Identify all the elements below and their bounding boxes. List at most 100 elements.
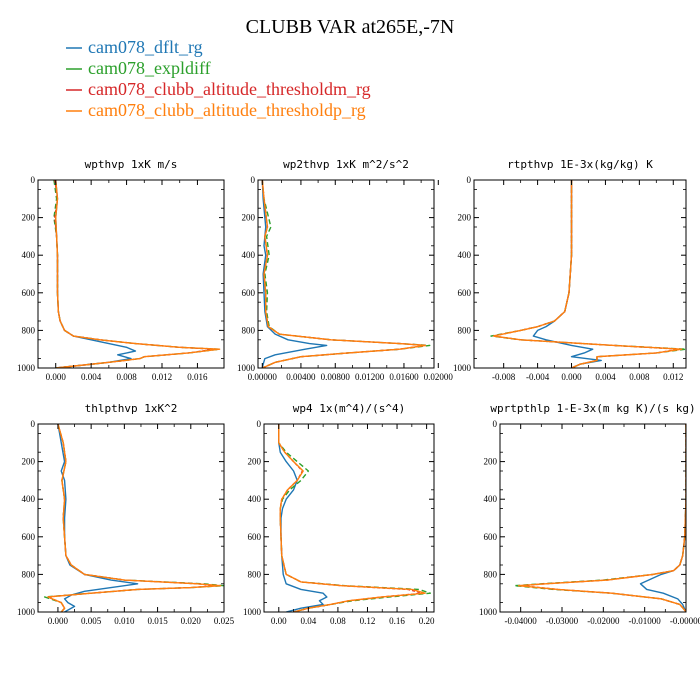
panel-5: wp4 1x(m^4)/(s^4) 0 200 400 600 800 1000 0.00 0.… [243, 402, 435, 626]
y-tick-label: 400 [248, 494, 262, 504]
x-tick-label: 0.025 [214, 616, 235, 626]
panel-title: wpthvp 1xK m/s [85, 158, 178, 171]
panel-3: rtpthvp 1E-3x(kg/kg) K 0 200 400 600 800 1000 -… [453, 158, 687, 382]
plot-frame [37, 423, 225, 613]
y-tick-label: 0 [467, 175, 472, 185]
figure-title: CLUBB VAR at265E,-7N [246, 16, 455, 38]
x-tick-label: 0.20 [419, 616, 435, 626]
x-tick-label: 0.16 [389, 616, 405, 626]
series-line-4 [517, 424, 686, 612]
legend-label: cam078_clubb_altitude_thresholdp_rg [88, 100, 366, 120]
series-line-4 [278, 424, 426, 612]
y-tick-label: 800 [248, 569, 262, 579]
x-tick-label: 0.00000 [248, 372, 278, 382]
x-tick-label: -0.00000 [670, 616, 700, 626]
y-tick-label: 0 [493, 419, 498, 429]
legend-item: cam078_dflt_rg [66, 37, 203, 57]
y-tick-label: 1000 [17, 363, 36, 373]
plot-frame [473, 179, 687, 369]
plot-frame [37, 179, 225, 369]
y-tick-label: 400 [484, 494, 498, 504]
plot-frame [257, 179, 435, 369]
y-tick-label: 800 [22, 569, 36, 579]
y-tick-label: 400 [22, 250, 36, 260]
x-tick-label: 0.020 [181, 616, 202, 626]
plot-frame [499, 423, 687, 613]
y-tick-label: 1000 [237, 363, 256, 373]
x-tick-label: 0.000 [48, 616, 69, 626]
y-tick-label: 200 [22, 457, 36, 467]
x-tick-label: 0.02000 [424, 372, 454, 382]
y-tick-label: 200 [22, 213, 36, 223]
x-tick-label: 0.08 [330, 616, 346, 626]
y-tick-label: 600 [22, 532, 36, 542]
y-tick-label: 0 [251, 175, 256, 185]
series-group [261, 180, 431, 368]
x-tick-label: -0.04000 [505, 616, 538, 626]
series-line-3 [278, 424, 424, 612]
y-tick-label: 600 [248, 532, 262, 542]
legend-item: cam078_expldiff [66, 58, 211, 78]
y-tick-label: 1000 [243, 607, 262, 617]
x-tick-label: 0.005 [81, 616, 102, 626]
panel-6: wprtpthlp 1-E-3x(m kg K)/(s kg) 0 200 400 60… [479, 402, 700, 626]
x-tick-label: 0.00 [271, 616, 287, 626]
y-tick-label: 200 [242, 213, 256, 223]
panel-2: wp2thvp 1xK m^2/s^2020040060080010000.00… [237, 158, 453, 382]
y-tick-label: 0 [31, 175, 36, 185]
legend-item: cam078_clubb_altitude_thresholdp_rg [66, 100, 366, 120]
x-tick-label: 0.000 [46, 372, 67, 382]
x-tick-label: 0.04 [300, 616, 316, 626]
y-tick-label: 600 [458, 288, 472, 298]
y-tick-label: 1000 [17, 607, 36, 617]
y-tick-label: 1000 [479, 607, 498, 617]
panel-title: rtpthvp 1E-3x(kg/kg) K [507, 158, 653, 171]
series-line-4 [492, 180, 683, 368]
x-tick-label: 0.004 [81, 372, 102, 382]
series-line-2 [53, 180, 221, 368]
y-tick-label: 400 [242, 250, 256, 260]
y-tick-label: 200 [248, 457, 262, 467]
legend: cam078_dflt_rgcam078_expldiffcam078_club… [66, 37, 371, 120]
y-tick-label: 600 [22, 288, 36, 298]
series-line-4 [261, 180, 427, 368]
x-tick-label: 0.008 [116, 372, 137, 382]
series-line-1 [639, 424, 686, 612]
series-group [490, 180, 686, 368]
y-tick-label: 0 [257, 419, 262, 429]
panel-title: thlpthvp 1xK^2 [85, 402, 178, 415]
legend-label: cam078_clubb_altitude_thresholdm_rg [88, 79, 371, 99]
x-tick-label: 0.012 [152, 372, 172, 382]
plot-frame [263, 423, 435, 613]
x-tick-label: 0.016 [187, 372, 208, 382]
x-tick-label: 0.01600 [389, 372, 419, 382]
series-group [513, 424, 686, 612]
x-tick-label: -0.03000 [546, 616, 579, 626]
y-tick-label: 1000 [453, 363, 472, 373]
panel-title: wp4 1x(m^4)/(s^4) [293, 402, 406, 415]
y-tick-label: 600 [242, 288, 256, 298]
series-group [53, 180, 221, 368]
y-tick-label: 800 [242, 325, 256, 335]
series-line-1 [532, 180, 602, 368]
series-group [43, 424, 224, 612]
panel-title: wp2thvp 1xK m^2/s^2 [283, 158, 409, 171]
x-tick-label: 0.00800 [321, 372, 351, 382]
x-tick-label: -0.008 [492, 372, 516, 382]
series-line-1 [57, 424, 139, 612]
panel-4: thlpthvp 1xK^2 0 200 400 600 800 1000 0.000 0.00… [17, 402, 235, 626]
panel-title: wprtpthlp 1-E-3x(m kg K)/(s kg) [490, 402, 695, 415]
x-tick-label: -0.004 [526, 372, 550, 382]
series-line-2 [278, 424, 431, 612]
series-line-1 [261, 180, 328, 368]
x-tick-label: 0.000 [561, 372, 582, 382]
x-tick-label: -0.02000 [587, 616, 620, 626]
y-tick-label: 400 [22, 494, 36, 504]
y-tick-label: 200 [458, 213, 472, 223]
x-tick-label: 0.00400 [286, 372, 316, 382]
series-group [278, 424, 431, 612]
legend-label: cam078_expldiff [88, 58, 211, 78]
